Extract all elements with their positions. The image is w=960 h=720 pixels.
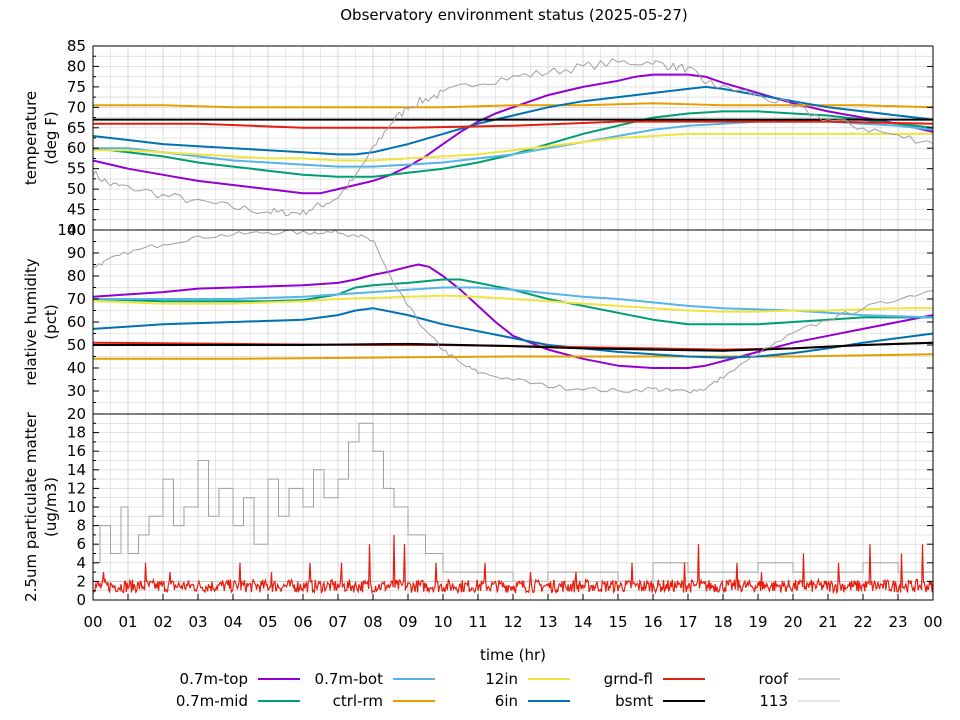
x-tick-label: 03	[188, 613, 207, 631]
y-tick-label: 80	[67, 57, 86, 75]
series-humidity-ctrl-rm	[93, 353, 934, 360]
x-tick-label: 04	[223, 613, 242, 631]
y-axis-label: temperature	[22, 91, 40, 185]
series-temperature-roof	[92, 58, 934, 217]
y-tick-label: 55	[67, 160, 86, 178]
y-tick-label: 100	[57, 221, 86, 239]
series-humidity-bsmt	[93, 341, 934, 352]
x-tick-label: 12	[503, 613, 522, 631]
x-tick-label: 02	[153, 613, 172, 631]
x-tick-label: 13	[538, 613, 557, 631]
y-tick-label: 70	[67, 290, 86, 308]
y-tick-label: 8	[76, 517, 86, 535]
legend-label-0.7m-bot: 0.7m-bot	[315, 670, 384, 688]
series-particulate-roof	[93, 422, 934, 582]
x-tick-label: 05	[258, 613, 277, 631]
series-particulate-grnd-fl	[92, 534, 934, 595]
legend-label-0.7m-top: 0.7m-top	[180, 670, 248, 688]
series-humidity-roof	[92, 229, 934, 394]
x-tick-label: 17	[678, 613, 697, 631]
y-axis-label: (pct)	[42, 304, 60, 339]
legend-label-bsmt: bsmt	[615, 692, 653, 710]
y-tick-label: 20	[67, 405, 86, 423]
x-tick-label: 07	[328, 613, 347, 631]
x-tick-label: 18	[713, 613, 732, 631]
y-tick-label: 45	[67, 201, 86, 219]
x-tick-label: 20	[783, 613, 802, 631]
y-axis-label: 2.5um particulate matter	[22, 411, 40, 601]
x-axis-label: time (hr)	[480, 646, 546, 664]
y-tick-label: 14	[67, 461, 86, 479]
x-tick-label: 23	[888, 613, 907, 631]
y-tick-label: 16	[67, 442, 86, 460]
y-axis-label: (ug/m3)	[42, 477, 60, 537]
series-humidity-0.7m-mid	[92, 278, 933, 326]
y-tick-label: 80	[67, 267, 86, 285]
series-temperature-12in	[93, 132, 933, 162]
series-humidity-6in	[92, 307, 934, 359]
x-tick-label: 01	[118, 613, 137, 631]
x-tick-label: 21	[818, 613, 837, 631]
legend-label-6in: 6in	[495, 692, 518, 710]
y-tick-label: 40	[67, 359, 86, 377]
y-tick-label: 30	[67, 382, 86, 400]
y-tick-label: 4	[76, 554, 86, 572]
legend-label-12in: 12in	[485, 670, 518, 688]
legend: 0.7m-top 0.7m-mid 0.7m-bot ctrl-rm 12in 6in gr…	[176, 670, 840, 710]
y-tick-label: 60	[67, 313, 86, 331]
y-tick-label: 10	[67, 498, 86, 516]
y-tick-label: 60	[67, 139, 86, 157]
legend-label-grnd-fl: grnd-fl	[604, 670, 653, 688]
y-tick-label: 85	[67, 37, 86, 55]
x-tick-label: 08	[363, 613, 382, 631]
y-axis-label: relative humidity	[22, 258, 40, 386]
x-tick-label: 09	[398, 613, 417, 631]
x-tick-label: 11	[468, 613, 487, 631]
legend-label-roof: roof	[759, 670, 789, 688]
y-tick-label: 2	[76, 572, 86, 590]
x-tick-label: 15	[608, 613, 627, 631]
x-tick-label: 00	[83, 613, 102, 631]
y-tick-label: 0	[76, 591, 86, 609]
y-tick-label: 65	[67, 119, 86, 137]
y-tick-label: 90	[67, 244, 86, 262]
y-tick-label: 70	[67, 98, 86, 116]
series-humidity-0.7m-top	[92, 263, 934, 369]
legend-label-113: 113	[759, 692, 788, 710]
legend-label-0.7m-mid: 0.7m-mid	[176, 692, 248, 710]
chart-title: Observatory environment status (2025-05-…	[340, 6, 688, 24]
x-tick-label: 10	[433, 613, 452, 631]
series-temperature-ctrl-rm	[93, 102, 934, 109]
y-tick-label: 50	[67, 180, 86, 198]
y-tick-label: 6	[76, 535, 86, 553]
y-tick-label: 50	[67, 336, 86, 354]
x-tick-label: 22	[853, 613, 872, 631]
series-temperature-0.7m-top	[92, 73, 934, 195]
x-tick-label: 19	[748, 613, 767, 631]
y-tick-label: 75	[67, 78, 86, 96]
x-tick-label: 00	[923, 613, 942, 631]
y-tick-label: 12	[67, 479, 86, 497]
series-humidity-12in	[92, 294, 933, 313]
x-tick-label: 06	[293, 613, 312, 631]
panel-temperature: 40 45 50 55 60 65 70 75 80 85 temperature (deg F)	[22, 37, 934, 239]
y-tick-label: 40	[67, 221, 86, 239]
x-axis: 00 01 02 03 04 05 06 07 08 09 10 11 12 13 14 15 16 17 18 19…	[83, 594, 943, 631]
series-temperature-grnd-fl	[93, 120, 934, 129]
x-tick-label: 16	[643, 613, 662, 631]
y-tick-label: 18	[67, 424, 86, 442]
x-tick-label: 14	[573, 613, 592, 631]
y-axis-label: (deg F)	[42, 111, 60, 164]
legend-label-ctrl-rm: ctrl-rm	[333, 692, 383, 710]
panel-humidity: 20 30 40 50 60 70 80 90 100 relative humidity (pct…	[22, 221, 934, 423]
